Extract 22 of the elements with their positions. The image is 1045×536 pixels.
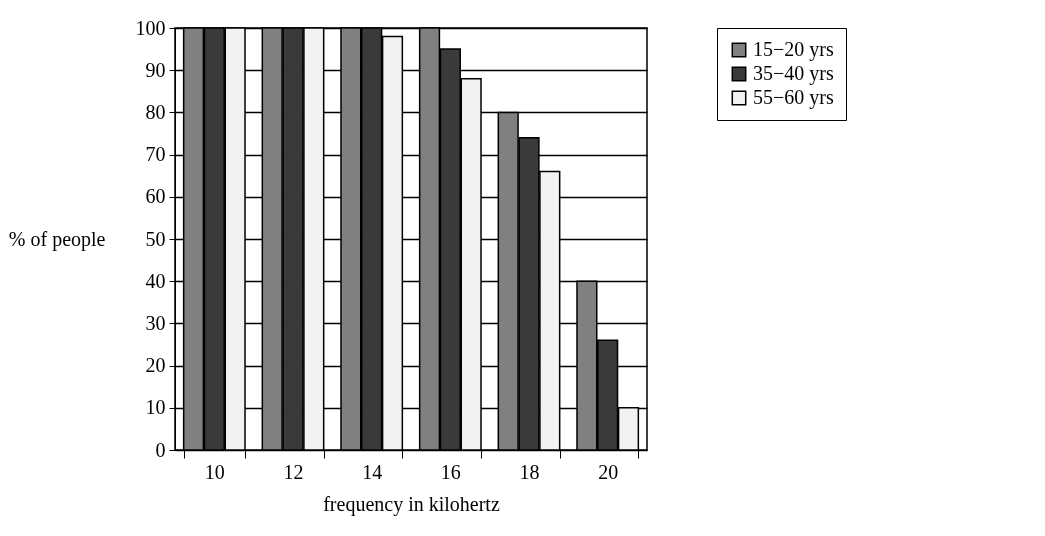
y-tick-label: 50 xyxy=(145,227,166,250)
y-tick-label: 40 xyxy=(145,269,166,292)
x-tick-label: 18 xyxy=(519,460,540,483)
y-tick-label: 90 xyxy=(145,58,166,81)
x-tick-label: 14 xyxy=(362,460,383,483)
y-tick-label: 10 xyxy=(145,396,166,419)
x-tick-label: 20 xyxy=(598,460,619,483)
legend-label: 55−60 yrs xyxy=(753,86,834,109)
y-tick-label: 80 xyxy=(145,100,166,123)
y-tick-label: 60 xyxy=(145,185,166,208)
x-tick-label: 12 xyxy=(283,460,304,483)
y-tick-label: 30 xyxy=(145,311,166,334)
y-tick-label: 100 xyxy=(135,16,166,39)
x-tick-label: 16 xyxy=(440,460,461,483)
y-tick-label: 20 xyxy=(145,354,166,377)
x-tick-label: 10 xyxy=(204,460,225,483)
y-tick-label: 70 xyxy=(145,143,166,166)
legend-label: 15−20 yrs xyxy=(753,38,834,61)
legend-label: 35−40 yrs xyxy=(753,62,834,85)
y-tick-label: 0 xyxy=(155,438,166,461)
x-axis-title: frequency in kilohertz xyxy=(323,492,500,516)
y-axis-title: % of people xyxy=(8,227,106,251)
